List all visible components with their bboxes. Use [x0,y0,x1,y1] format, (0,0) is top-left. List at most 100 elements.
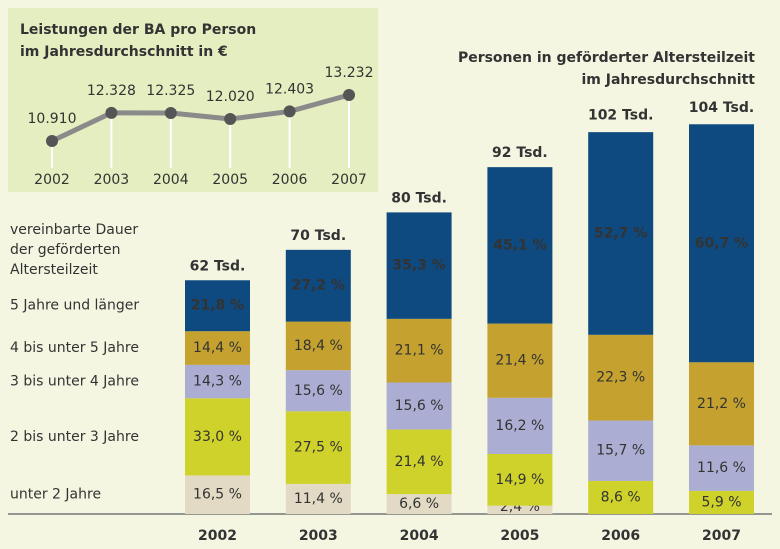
legend-label: 3 bis unter 4 Jahre [10,374,139,390]
line [50,92,350,144]
x-tick-label: 2006 [601,528,640,544]
bar-segment [285,321,351,371]
data-label: 21,8 % [191,298,244,314]
data-label: 27,5 % [294,440,343,456]
data-label: 21,4 % [395,454,444,470]
bar-segment [285,249,351,322]
bar-segment [689,490,754,514]
bar-segment [185,364,250,399]
bar-segment [185,398,250,476]
total-label: 80 Tsd. [391,190,447,206]
bar-segment [386,212,452,319]
data-label: 21,1 % [395,343,444,359]
bar-segment [285,411,351,484]
bar-segment [386,494,452,514]
bar-segment [285,370,351,412]
chart-title: im Jahresdurchschnitt [581,72,755,88]
x-tick-label: 2003 [299,528,338,544]
chart-title: im Jahresdurchschnitt in € [20,44,228,60]
x-tick-label: 2004 [400,528,439,544]
total-label: 102 Tsd. [588,107,653,123]
data-label: 12.020 [206,89,255,105]
x-tick-label: 2003 [94,172,130,188]
point [164,106,177,119]
data-label: 18,4 % [294,338,343,354]
legend-label: 5 Jahre und länger [10,298,139,314]
data-label: 12.328 [87,83,136,99]
data-label: 16,5 % [193,487,242,503]
bar-segment [487,323,553,398]
point [224,113,237,126]
data-label: 15,7 % [596,443,645,459]
data-label: 12.403 [265,81,314,97]
legend-title: Altersteilzeit [10,262,98,278]
data-label: 8,6 % [601,489,641,505]
x-tick-label: 2004 [153,172,189,188]
bar-segment [386,382,452,430]
point [46,135,58,147]
bar-segment [689,445,754,491]
bar-segment [588,420,654,481]
legend-label: unter 2 Jahre [10,487,101,503]
x-tick-label: 2002 [34,172,70,188]
x-tick-label: 2005 [500,528,539,544]
chart-title: Personen in geförderter Altersteilzeit [458,50,755,66]
total-label: 70 Tsd. [290,228,346,244]
point [283,105,296,118]
bar-segment [487,453,553,506]
total-label: 104 Tsd. [689,100,754,116]
data-label: 5,9 % [701,494,741,510]
point [105,106,118,119]
bar-segment [689,124,754,363]
data-label: 14,4 % [193,340,242,356]
bar-segment [185,475,250,514]
bar-segment [285,483,351,514]
data-label: 21,4 % [495,353,544,369]
data-label: 16,2 % [495,418,544,434]
legend-label: 2 bis unter 3 Jahre [10,429,139,445]
legend-title: der geförderten [10,242,120,258]
total-label: 62 Tsd. [190,258,246,274]
data-label: 33,0 % [193,429,242,445]
bar-segment [185,331,250,365]
bar-segment [386,429,452,495]
total-label: 92 Tsd. [492,145,548,161]
data-label: 14,3 % [193,374,242,390]
data-label: 60,7 % [695,235,748,251]
data-label: 52,7 % [594,225,647,241]
data-label: 15,6 % [294,383,343,399]
x-tick-label: 2005 [212,172,248,188]
x-tick-label: 2007 [702,528,741,544]
bar-segment [588,480,654,514]
x-tick-label: 2006 [272,172,308,188]
data-label: 35,3 % [392,258,445,274]
chart-title: Leistungen der BA pro Person [20,22,256,38]
data-label: 22,3 % [596,370,645,386]
bar-segment [487,167,553,324]
data-label: 45,1 % [493,237,546,253]
data-label: 13.232 [325,65,374,81]
inset-background [8,8,378,192]
data-label: 15,6 % [395,398,444,414]
data-label: 12.325 [146,83,195,99]
legend-label: 4 bis unter 5 Jahre [10,340,139,356]
point [343,89,355,101]
data-label: 27,2 % [292,278,345,294]
data-label: 11,4 % [294,491,343,507]
bar-segment [386,318,452,383]
x-tick-label: 2007 [331,172,367,188]
bar-segment [588,334,654,421]
bar-segment [487,505,553,514]
data-label: 11,6 % [697,460,746,476]
data-label: 10.910 [28,111,77,127]
bar-segment [689,362,754,446]
data-label: 6,6 % [399,496,439,512]
data-label: 21,2 % [697,396,746,412]
bar-segment [487,397,553,454]
data-label: 14,9 % [495,472,544,488]
legend-title: vereinbarte Dauer [10,222,138,238]
bar-segment [588,132,654,335]
x-tick-label: 2002 [198,528,237,544]
bar-segment [185,280,250,332]
